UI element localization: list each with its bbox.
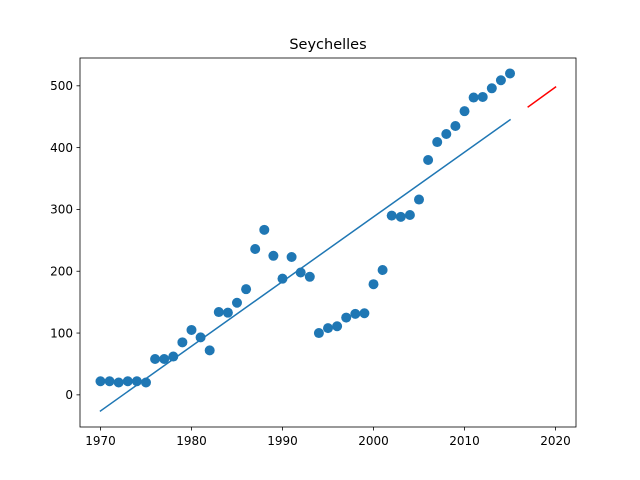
data-point — [168, 351, 179, 362]
data-point — [150, 354, 161, 365]
data-point — [222, 307, 233, 318]
data-point — [259, 224, 270, 235]
y-tick-label: 500 — [50, 79, 73, 93]
data-point — [332, 321, 343, 332]
data-point — [459, 106, 470, 117]
data-point — [277, 273, 288, 284]
data-point — [177, 337, 188, 348]
forecast-line — [527, 86, 557, 108]
data-point — [468, 92, 479, 103]
data-point — [323, 323, 333, 334]
data-point — [386, 210, 397, 221]
data-point — [341, 312, 352, 323]
x-tick-label: 2010 — [449, 434, 480, 448]
y-tick-label: 100 — [50, 326, 73, 340]
trend-line — [99, 118, 512, 412]
data-point — [204, 345, 215, 356]
data-point — [368, 279, 379, 290]
data-point — [186, 324, 197, 335]
y-tick-label: 200 — [50, 265, 73, 279]
data-point — [505, 68, 516, 79]
data-point — [477, 91, 488, 102]
data-point — [414, 194, 425, 205]
data-point — [432, 137, 443, 148]
data-point — [486, 83, 497, 94]
data-point — [195, 332, 206, 343]
data-point — [495, 75, 506, 86]
data-point — [359, 308, 370, 319]
data-point — [377, 265, 388, 276]
data-point — [95, 376, 106, 387]
data-point — [350, 308, 361, 319]
data-point — [450, 120, 461, 131]
data-point — [404, 209, 415, 220]
data-point — [423, 154, 434, 165]
data-point — [268, 250, 279, 261]
y-tick-label: 400 — [50, 141, 73, 155]
data-point — [313, 328, 324, 339]
data-point — [395, 211, 406, 222]
data-point — [441, 129, 452, 140]
chart-title: Seychelles — [289, 37, 366, 53]
data-point — [122, 376, 133, 387]
axes-frame — [79, 57, 577, 428]
axes: 1970 1980 1990 2000 2010 2020 0 100 200 300 400 500 — [50, 57, 577, 448]
x-tick-label: 2020 — [540, 434, 571, 448]
data-point — [113, 377, 124, 388]
x-tick-label: 2000 — [358, 434, 389, 448]
data-point — [250, 243, 261, 254]
plot-area — [95, 68, 557, 412]
x-tick-label: 1980 — [176, 434, 207, 448]
data-point — [241, 284, 252, 295]
data-point — [231, 297, 242, 308]
data-point — [213, 307, 224, 318]
data-point — [304, 271, 315, 282]
data-point — [104, 376, 115, 387]
x-tick-label: 1990 — [267, 434, 298, 448]
x-tick-label: 1970 — [85, 434, 116, 448]
y-tick-label: 0 — [65, 388, 73, 402]
data-point — [159, 354, 170, 365]
data-point — [286, 252, 297, 263]
y-tick-label: 300 — [50, 203, 73, 217]
